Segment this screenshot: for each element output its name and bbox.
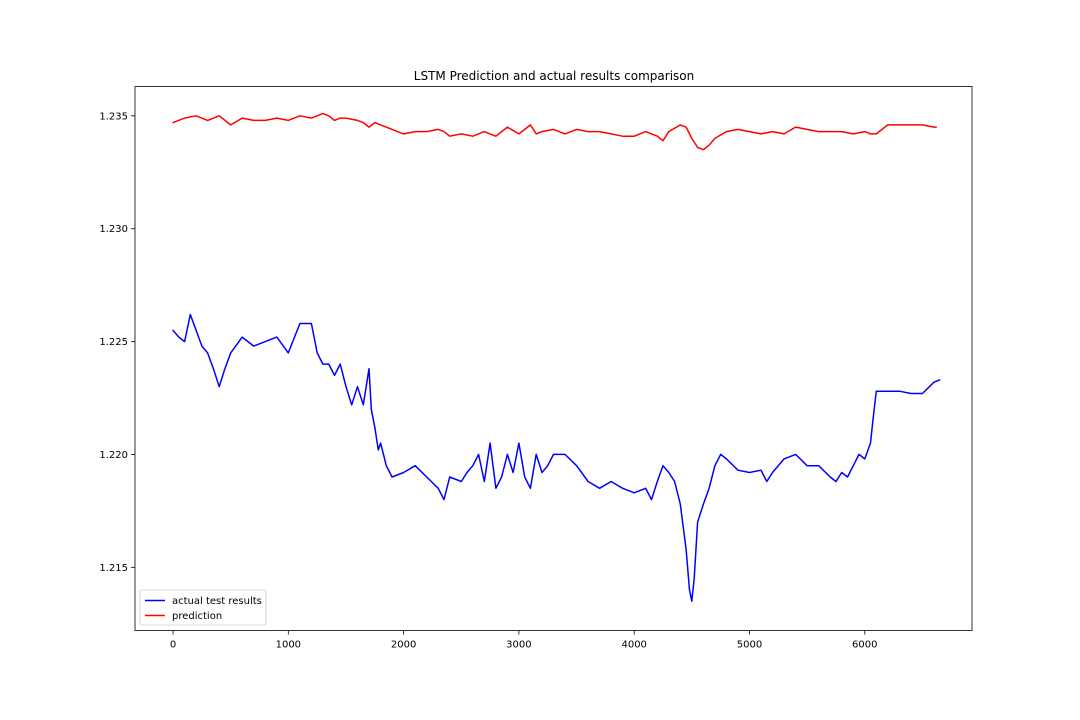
series-line-prediction bbox=[172, 112, 938, 151]
x-tick-label: 1000 bbox=[276, 640, 301, 651]
x-tick-label: 6000 bbox=[852, 640, 877, 651]
legend: actual test results prediction bbox=[139, 589, 267, 626]
legend-label-prediction: prediction bbox=[172, 611, 222, 622]
y-tick-label: 1.215 bbox=[99, 563, 128, 574]
y-tick-label: 1.230 bbox=[99, 224, 128, 235]
x-tick-label: 2000 bbox=[391, 640, 416, 651]
plot-area-frame bbox=[134, 86, 973, 631]
series-layer bbox=[172, 112, 941, 602]
series-line-actual bbox=[172, 313, 941, 602]
chart-title: LSTM Prediction and actual results compa… bbox=[414, 69, 694, 83]
x-tick-label: 3000 bbox=[506, 640, 531, 651]
x-axis: 0 1000 2000 3000 4000 5000 6000 bbox=[170, 630, 878, 651]
y-tick-label: 1.235 bbox=[99, 111, 128, 122]
x-tick-label: 0 bbox=[170, 640, 176, 651]
legend-label-actual: actual test results bbox=[172, 596, 262, 607]
y-axis: 1.215 1.220 1.225 1.230 1.235 bbox=[99, 111, 135, 574]
y-tick-label: 1.225 bbox=[99, 337, 128, 348]
legend-box bbox=[139, 589, 267, 626]
x-tick-label: 5000 bbox=[737, 640, 762, 651]
y-tick-label: 1.220 bbox=[99, 450, 128, 461]
x-tick-label: 4000 bbox=[621, 640, 646, 651]
